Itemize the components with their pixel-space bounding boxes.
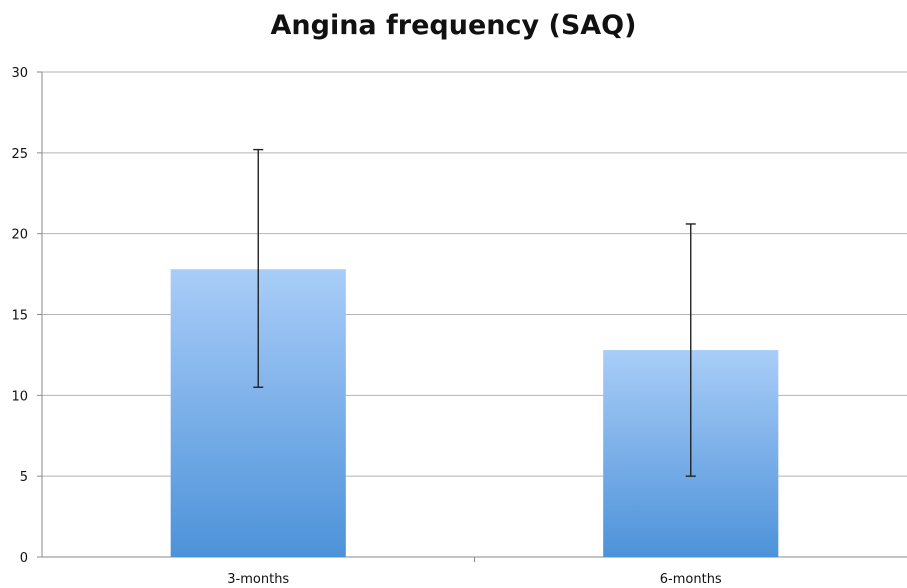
- y-tick-label: 5: [20, 470, 28, 485]
- axis-labels: 0 5 10 15 20 25 30 3-months 6-months: [11, 66, 721, 587]
- x-category-label: 3-months: [227, 572, 289, 587]
- y-tick-label: 25: [11, 147, 28, 162]
- y-tick-label: 15: [11, 309, 28, 324]
- y-tick-label: 10: [11, 389, 28, 404]
- error-bar-3-months: [253, 148, 264, 388]
- error-bars: [253, 148, 696, 477]
- y-tick-label: 20: [11, 228, 28, 243]
- bars: [170, 269, 779, 557]
- error-bar-6-months: [685, 223, 696, 477]
- y-tick-label: 30: [11, 66, 28, 81]
- x-category-label: 6-months: [660, 572, 722, 587]
- y-tick-label: 0: [20, 551, 28, 566]
- chart-title: Angina frequency (SAQ): [270, 10, 637, 41]
